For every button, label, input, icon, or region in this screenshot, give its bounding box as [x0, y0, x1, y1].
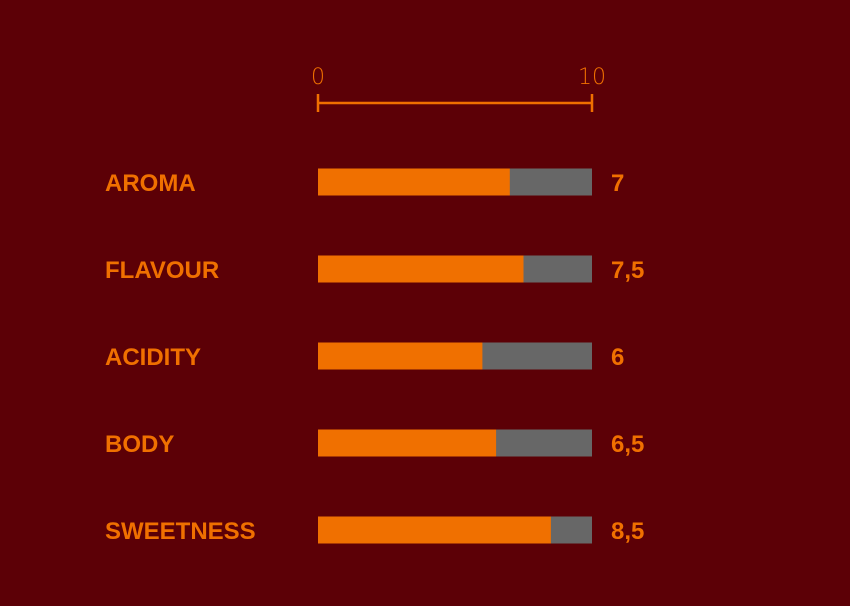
- category-label: BODY: [105, 431, 174, 458]
- value-label: 8,5: [611, 518, 644, 545]
- chart-rows: AROMA 7 FLAVOUR 7,5 ACIDITY 6 BODY 6,5 SWEETNESS…: [105, 168, 644, 545]
- bar-fill: [318, 255, 524, 283]
- bar-fill: [318, 429, 497, 457]
- tick-label: 0: [311, 65, 325, 90]
- category-label: FLAVOUR: [105, 257, 219, 284]
- value-label: 7: [611, 170, 624, 197]
- scale-axis: 0 10: [311, 65, 606, 112]
- tick-label: 10: [578, 65, 606, 90]
- bar-fill: [318, 516, 551, 544]
- bar-fill: [318, 342, 483, 370]
- chart-row: FLAVOUR 7,5: [105, 255, 644, 284]
- category-label: ACIDITY: [105, 344, 201, 371]
- value-label: 6,5: [611, 431, 644, 458]
- category-label: AROMA: [105, 170, 196, 197]
- value-label: 6: [611, 344, 624, 371]
- bar-fill: [318, 168, 510, 196]
- category-label: SWEETNESS: [105, 518, 256, 545]
- chart-row: BODY 6,5: [105, 429, 644, 458]
- value-label: 7,5: [611, 257, 644, 284]
- chart-row: SWEETNESS 8,5: [105, 516, 644, 545]
- chart-row: ACIDITY 6: [105, 342, 624, 371]
- chart-row: AROMA 7: [105, 168, 624, 197]
